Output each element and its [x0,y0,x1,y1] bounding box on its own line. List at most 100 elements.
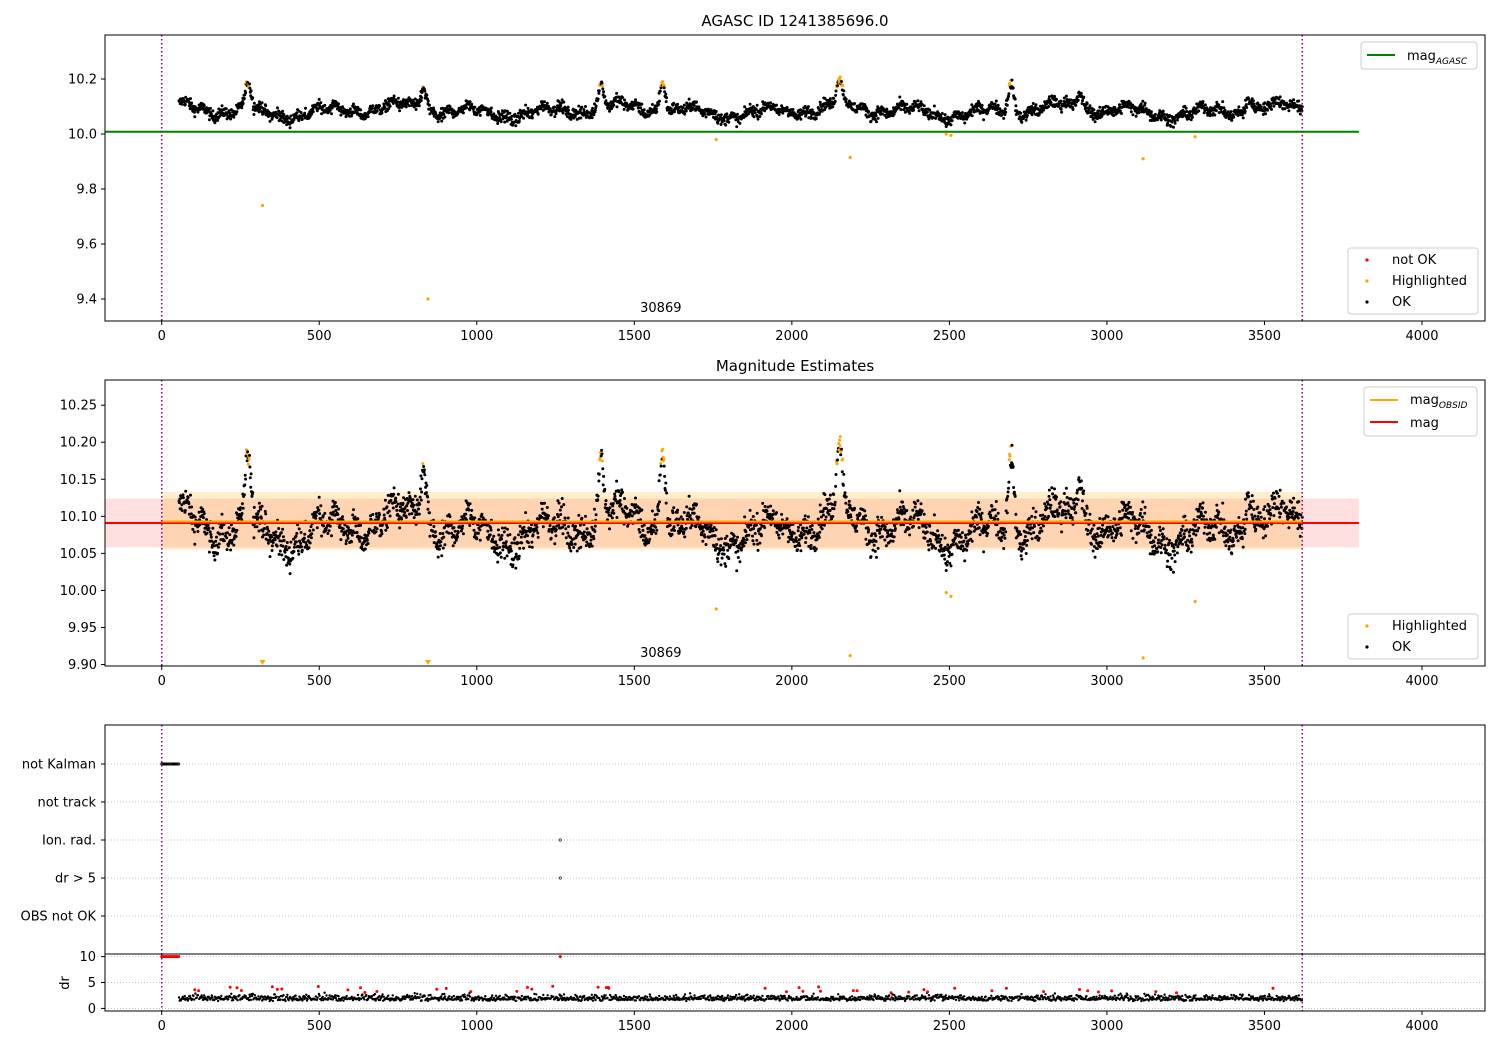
ok-point [849,515,853,519]
ok-point [543,100,546,104]
ok-point [460,527,464,530]
ok-point [417,507,420,511]
ok-point [557,501,561,505]
ok-point [996,511,1000,515]
ok-point [865,106,869,110]
ok-point [1025,114,1029,117]
ok-point [1159,118,1163,122]
ok-point [249,485,253,489]
ok-point [722,552,726,556]
ok-point [189,512,193,516]
ok-point [827,512,831,516]
ok-point [680,527,684,531]
ok-point [1272,104,1276,108]
ok-point [844,97,848,101]
ok-point [977,526,981,530]
ok-point [385,526,389,529]
ok-point [810,524,814,527]
ok-point [1278,95,1282,99]
ok-point [815,537,819,541]
ok-point [318,512,322,516]
ok-point [249,89,253,93]
ok-point [392,492,396,496]
ok-point [218,532,222,536]
ok-point [752,542,756,546]
ok-point [420,490,424,494]
ok-point [659,464,663,468]
ok-point [213,121,217,125]
ok-point [428,534,432,538]
y-tick-label: 10.0 [68,128,97,143]
ok-point [211,109,215,113]
ok-point [780,512,784,516]
ok-point [392,94,396,98]
ok-point [1007,92,1011,96]
ok-point [567,108,570,112]
ok-point [467,508,471,512]
ok-point [378,104,381,108]
ok-point [563,516,567,520]
ok-point [470,102,474,106]
ok-point [380,111,384,115]
ok-point [263,527,266,530]
ok-point [736,556,740,559]
ok-point [415,498,419,502]
ok-point [996,103,1000,107]
ok-point [447,111,451,115]
ok-point [516,114,520,118]
ok-point [980,511,984,515]
ok-point [929,539,932,543]
ok-point [287,546,291,550]
ok-point [291,120,295,124]
ok-point [456,530,460,534]
ok-point [252,113,256,116]
ok-point [256,512,260,516]
ok-point [751,539,755,543]
ok-point [914,502,917,506]
ok-point [874,539,878,543]
ok-point [873,549,877,553]
ok-point [840,470,844,474]
ok-point [383,99,387,103]
ok-point [337,102,340,106]
ok-point [205,531,209,535]
ok-point [285,114,289,118]
ok-point [411,498,415,502]
ok-point [573,542,577,546]
ok-point [201,507,205,511]
ok-point [311,110,315,114]
ok-point [1014,104,1018,108]
ok-point [610,516,614,520]
ok-point [229,117,233,121]
ok-point [330,534,333,538]
ok-point [526,106,530,110]
ok-point [322,524,326,528]
x-tick-label: 2500 [933,329,966,344]
ok-point [986,524,990,528]
ok-point [1213,113,1217,117]
ok-point [352,102,355,106]
ok-point [396,492,400,496]
ok-point [441,106,444,110]
ok-point [467,102,471,106]
ok-point [299,542,303,545]
ok-point [758,541,762,545]
ok-point [925,530,929,534]
ok-point [676,102,680,106]
ok-point [727,557,731,561]
ok-point [769,101,773,105]
ok-point [736,112,739,116]
ok-point [470,508,474,512]
ok-point [925,110,929,114]
ok-point [492,534,496,538]
ok-point [755,103,759,107]
ok-point [799,549,803,553]
ok-point [1141,99,1145,103]
ok-point [890,532,893,536]
ok-point [1013,97,1017,101]
ok-point [622,107,626,111]
ok-point [248,82,251,86]
ok-point [549,113,553,117]
ok-point [942,553,946,557]
ok-point [928,524,932,528]
